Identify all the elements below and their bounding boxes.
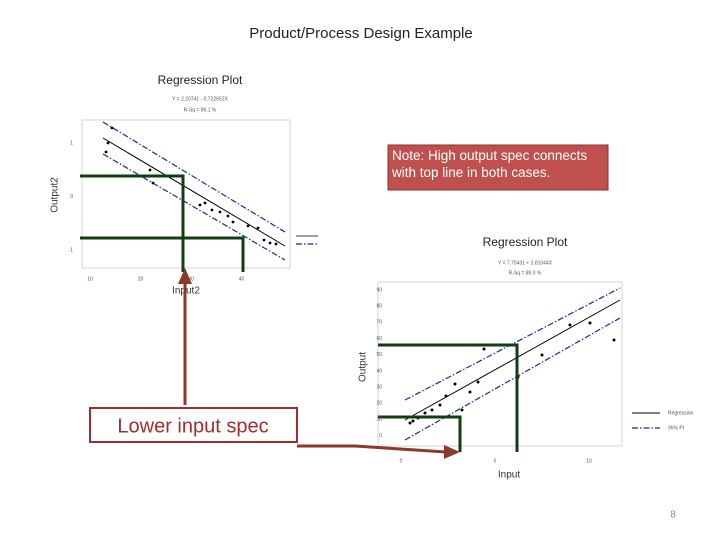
plot-title: Regression Plot bbox=[158, 73, 243, 87]
x-tick-label: 40 bbox=[239, 276, 245, 282]
y-tick-label: 70 bbox=[376, 320, 382, 326]
plot-1: Regression Plot Y = 2.20741 - 0.722652X … bbox=[50, 73, 318, 297]
points bbox=[104, 126, 278, 246]
spec-lines bbox=[378, 343, 519, 452]
x-tick-label: 10 bbox=[87, 276, 93, 282]
regression-line bbox=[404, 299, 621, 421]
x-tick-label: 5 bbox=[494, 458, 497, 464]
y-tick-label: 90 bbox=[376, 287, 382, 293]
points bbox=[408, 321, 616, 425]
note-text: Note: High output spec connects with top… bbox=[392, 148, 588, 180]
y-tick-label: 10 bbox=[376, 417, 382, 423]
note: Note: High output spec connects with top… bbox=[392, 148, 588, 180]
arrow bbox=[297, 444, 447, 454]
x-tick-label: 20 bbox=[138, 276, 144, 282]
plot-frame bbox=[377, 281, 623, 447]
arrowhead bbox=[178, 268, 192, 284]
equation: Y = 2.20741 - 0.722652X bbox=[172, 96, 228, 102]
y-tick-label: 50 bbox=[376, 352, 382, 358]
y-axis-label: Output bbox=[358, 352, 369, 382]
x-tick-label: 10 bbox=[586, 458, 592, 464]
y-tick-label: 1 bbox=[70, 140, 73, 146]
page-number: 8 bbox=[670, 510, 676, 521]
pi-line bbox=[102, 121, 286, 233]
x-tick-label: 30 bbox=[188, 276, 194, 282]
plot-title: Regression Plot bbox=[483, 235, 568, 249]
regression-line bbox=[102, 137, 286, 247]
pi-line bbox=[404, 317, 621, 441]
equation: Y = 7.75431 + 3.81044X bbox=[498, 260, 553, 266]
y-tick-label: 20 bbox=[376, 401, 382, 407]
slide-title: Product/Process Design Example bbox=[249, 25, 472, 42]
callout-text: Lower input spec bbox=[117, 415, 268, 437]
y-tick-label: 30 bbox=[376, 385, 382, 391]
pi-line bbox=[404, 287, 621, 401]
y-tick-label: 0 bbox=[379, 433, 382, 439]
r-squared: R-Sq = 89.0 % bbox=[509, 270, 542, 276]
arrowhead bbox=[444, 445, 460, 459]
x-axis-label: Input bbox=[498, 470, 520, 481]
y-tick-label: 80 bbox=[376, 304, 382, 310]
callout-box bbox=[89, 407, 298, 443]
legend-entry: Regression bbox=[668, 410, 694, 416]
plot-frame bbox=[81, 119, 291, 269]
x-tick-label: 0 bbox=[400, 458, 403, 464]
y-tick-label: 60 bbox=[376, 336, 382, 342]
legend-entry: 95% PI bbox=[668, 425, 684, 431]
y-axis-label: Output2 bbox=[50, 177, 61, 213]
y-tick-label: 40 bbox=[376, 368, 382, 374]
spec-lines bbox=[80, 174, 245, 272]
y-tick-label: -1 bbox=[69, 247, 74, 253]
r-squared: R-Sq = 86.1 % bbox=[184, 107, 217, 113]
y-tick-label: 0 bbox=[70, 194, 73, 200]
pi-line bbox=[102, 153, 286, 261]
plot-2: Regression Plot Y = 7.75431 + 3.81044X R… bbox=[358, 235, 694, 480]
note-box bbox=[387, 144, 609, 191]
